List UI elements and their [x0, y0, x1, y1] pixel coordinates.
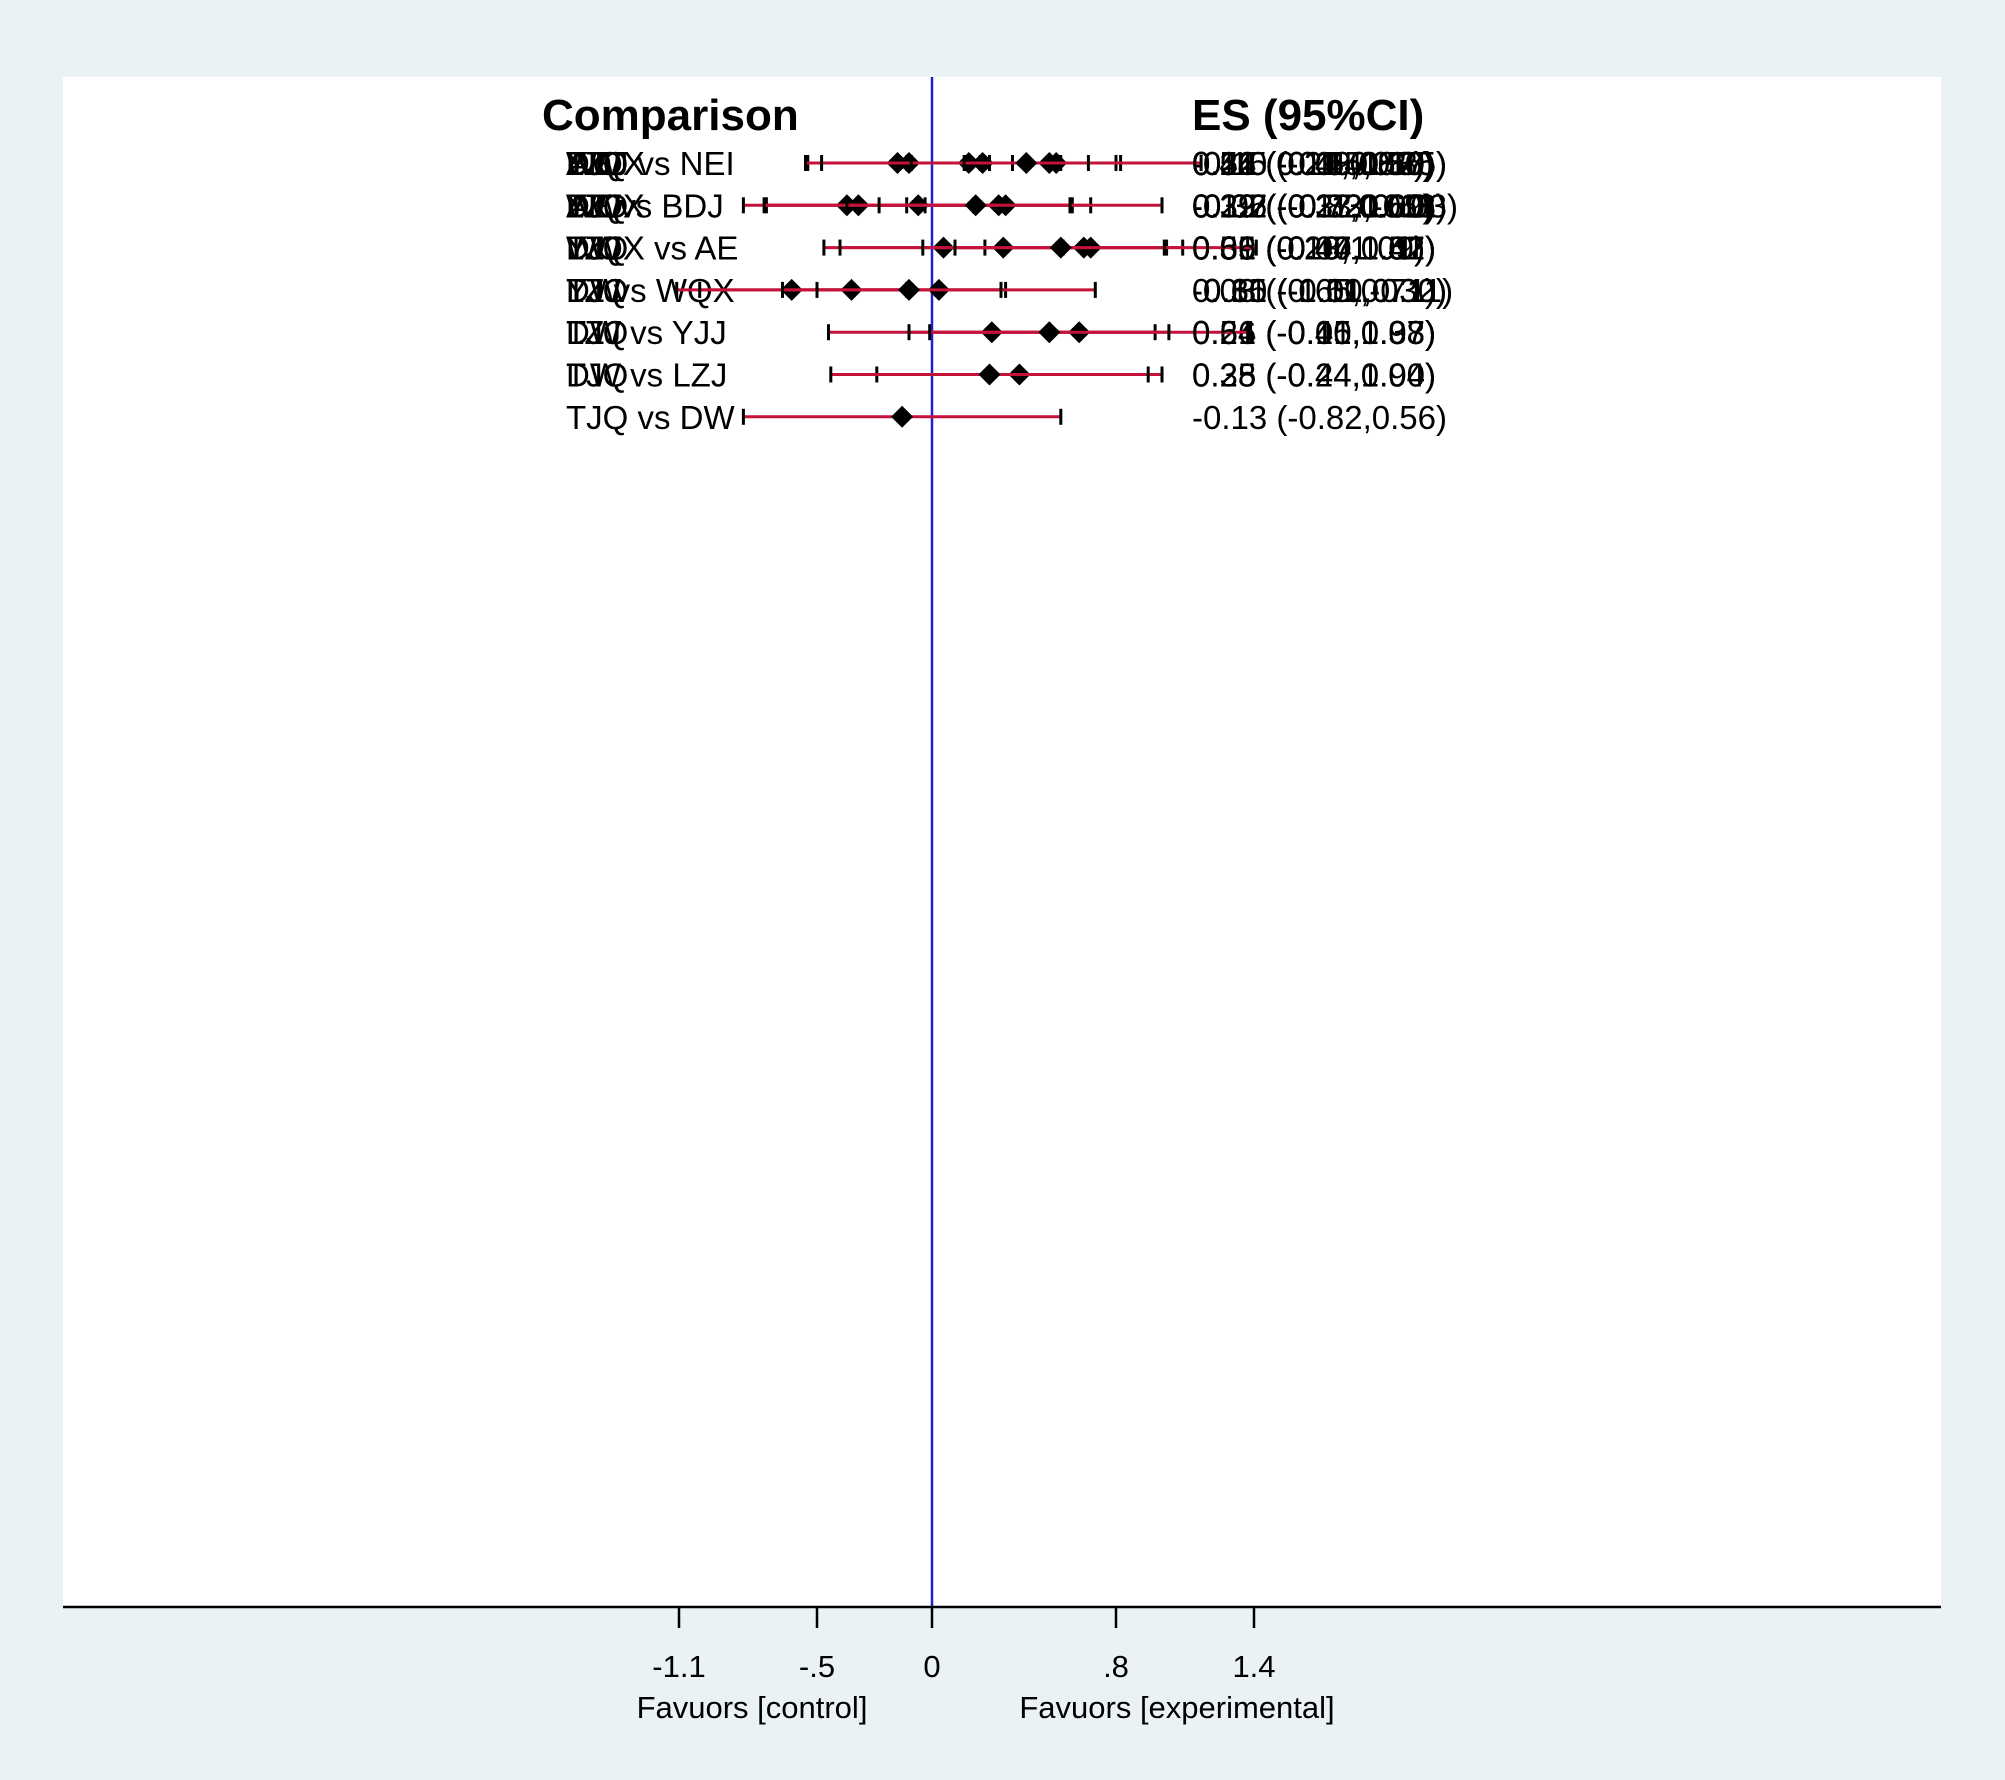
- row-estimate-text: 0.29 (-0.11,0.69): [1192, 187, 1434, 224]
- row-estimate-text: -0.35 (-1.01,0.32): [1192, 272, 1447, 309]
- forest-row: BDJ vs NEI 0.22 (-0.11,0.56): [566, 145, 1434, 182]
- row-label: YJJ: [566, 230, 621, 267]
- row-estimate-text: 0.16 (-0.48,0.80): [1192, 145, 1436, 182]
- row-estimate-text: -0.37 (-0.72,-0.03): [1192, 187, 1458, 224]
- effect-marker: [1015, 152, 1038, 174]
- row-label: WQX: [566, 145, 645, 182]
- favours-control-label: Favuors [control]: [637, 1690, 868, 1725]
- x-tick-label: -1.1: [652, 1649, 705, 1684]
- forest-row: DW 0.32 (-0.37,1.00): [566, 187, 1436, 224]
- row-estimate-text: 0.38 (-0.24,1.00): [1192, 357, 1436, 394]
- row-label: TJQ: [566, 314, 628, 351]
- row-estimate-text: -0.32 (-0.82,0.18): [1192, 187, 1447, 224]
- forest-row: TJQ 0.19 (-0.23,0.60): [566, 187, 1436, 224]
- row-label: TJQ vs DW: [566, 399, 735, 436]
- x-tick-label: .8: [1103, 1649, 1129, 1684]
- x-tick-label: 0: [923, 1649, 940, 1684]
- row-estimate-text: 0.51 (0.21,0.82): [1192, 145, 1425, 182]
- effect-marker: [1038, 321, 1061, 344]
- effect-marker: [964, 194, 987, 217]
- x-tick-label: 1.4: [1232, 1649, 1275, 1684]
- row-estimate-text: -0.10 (-0.50,0.30): [1192, 272, 1447, 309]
- row-estimate-text: 0.25 (-0.44,0.94): [1192, 357, 1436, 394]
- favours-experimental-label: Favuors [experimental]: [1019, 1690, 1334, 1725]
- forest-row: DW 0.64 (-0.10,1.38): [566, 314, 1436, 351]
- plot-area: [63, 77, 1941, 1607]
- row-estimate-text: -0.15 (-0.54,0.25): [1192, 145, 1447, 182]
- row-label: WQX vs AE: [566, 230, 738, 267]
- row-estimate-text: 0.03 (-0.65,0.71): [1192, 272, 1436, 309]
- row-label: LZJ: [566, 187, 621, 224]
- row-label: LZJ vs YJJ: [566, 314, 727, 351]
- row-label: AE: [566, 145, 610, 182]
- row-label: DW: [566, 145, 622, 182]
- forest-row: TJQ 0.51 (-0.01,1.03): [566, 314, 1436, 351]
- row-label: DW: [566, 187, 622, 224]
- row-label: TJQ: [566, 230, 628, 267]
- header-comparison: Comparison: [542, 91, 799, 140]
- effect-marker: [898, 278, 920, 301]
- forest-row: TJQ -0.10 (-0.50,0.30): [566, 272, 1447, 309]
- row-label: DW: [566, 272, 622, 309]
- forest-row: TJQ 0.41 (0.14,0.68): [566, 145, 1425, 182]
- row-label: BDJ vs NEI: [566, 145, 735, 182]
- forest-row: YJJ -0.10 (-0.55,0.35): [566, 145, 1447, 182]
- forest-row: AE -0.15 (-0.54,0.25): [566, 145, 1447, 182]
- x-tick-label: -.5: [799, 1649, 835, 1684]
- forest-row: LZJ -0.35 (-1.01,0.32): [566, 272, 1447, 309]
- effect-marker: [891, 405, 914, 428]
- row-label: TJQ: [566, 272, 628, 309]
- forest-row: TJQ 0.56 (0.10,1.01): [566, 230, 1425, 267]
- row-label: DW vs LZJ: [566, 357, 727, 394]
- row-estimate-text: -0.61 (-1.11,-0.11): [1192, 272, 1453, 309]
- row-estimate-text: 0.56 (0.10,1.01): [1192, 230, 1425, 267]
- row-label: TJQ: [566, 357, 628, 394]
- row-estimate-text: 0.22 (-0.11,0.56): [1192, 145, 1434, 182]
- row-estimate-text: -0.13 (-0.82,0.56): [1192, 399, 1447, 436]
- row-estimate-text: 0.32 (-0.37,1.00): [1192, 187, 1436, 224]
- forest-row: LZJ vs YJJ 0.26 (-0.45,0.97): [566, 314, 1436, 351]
- row-label: LZJ: [566, 272, 621, 309]
- row-estimate-text: 0.54 (-0.09,1.17): [1192, 145, 1436, 182]
- row-label: DW: [566, 230, 622, 267]
- forest-row: TJQ vs DW -0.13 (-0.82,0.56): [566, 399, 1447, 436]
- row-label: YJJ: [566, 187, 621, 224]
- header-es-ci: ES (95%CI): [1192, 91, 1424, 140]
- effect-marker: [978, 363, 1001, 386]
- effect-marker: [1049, 236, 1072, 259]
- forest-row: LZJ -0.06 (-0.73,0.61): [566, 187, 1447, 224]
- row-estimate-text: 0.41 (0.14,0.68): [1192, 145, 1425, 182]
- row-label: LZJ: [566, 230, 621, 267]
- row-label: TJQ: [566, 187, 628, 224]
- row-estimate-text: 0.19 (-0.23,0.60): [1192, 187, 1436, 224]
- forest-row: YJ vs WQX -0.61 (-1.11,-0.11): [566, 272, 1453, 309]
- row-label: WQX: [566, 187, 645, 224]
- row-estimate-text: -0.10 (-0.55,0.35): [1192, 145, 1447, 182]
- row-estimate-text: 0.51 (-0.01,1.03): [1192, 314, 1436, 351]
- row-label: TJQ: [566, 145, 628, 182]
- row-label: DW: [566, 314, 622, 351]
- row-label: AE vs BDJ: [566, 187, 724, 224]
- row-estimate-text: -0.06 (-0.73,0.61): [1192, 187, 1447, 224]
- row-label: LZJ: [566, 145, 621, 182]
- forest-row: TJQ 0.25 (-0.44,0.94): [566, 357, 1436, 394]
- forest-row: DW 0.54 (-0.09,1.17): [566, 145, 1436, 182]
- row-label: YJJ: [566, 145, 621, 182]
- forest-row: DW 0.03 (-0.65,0.71): [566, 272, 1436, 309]
